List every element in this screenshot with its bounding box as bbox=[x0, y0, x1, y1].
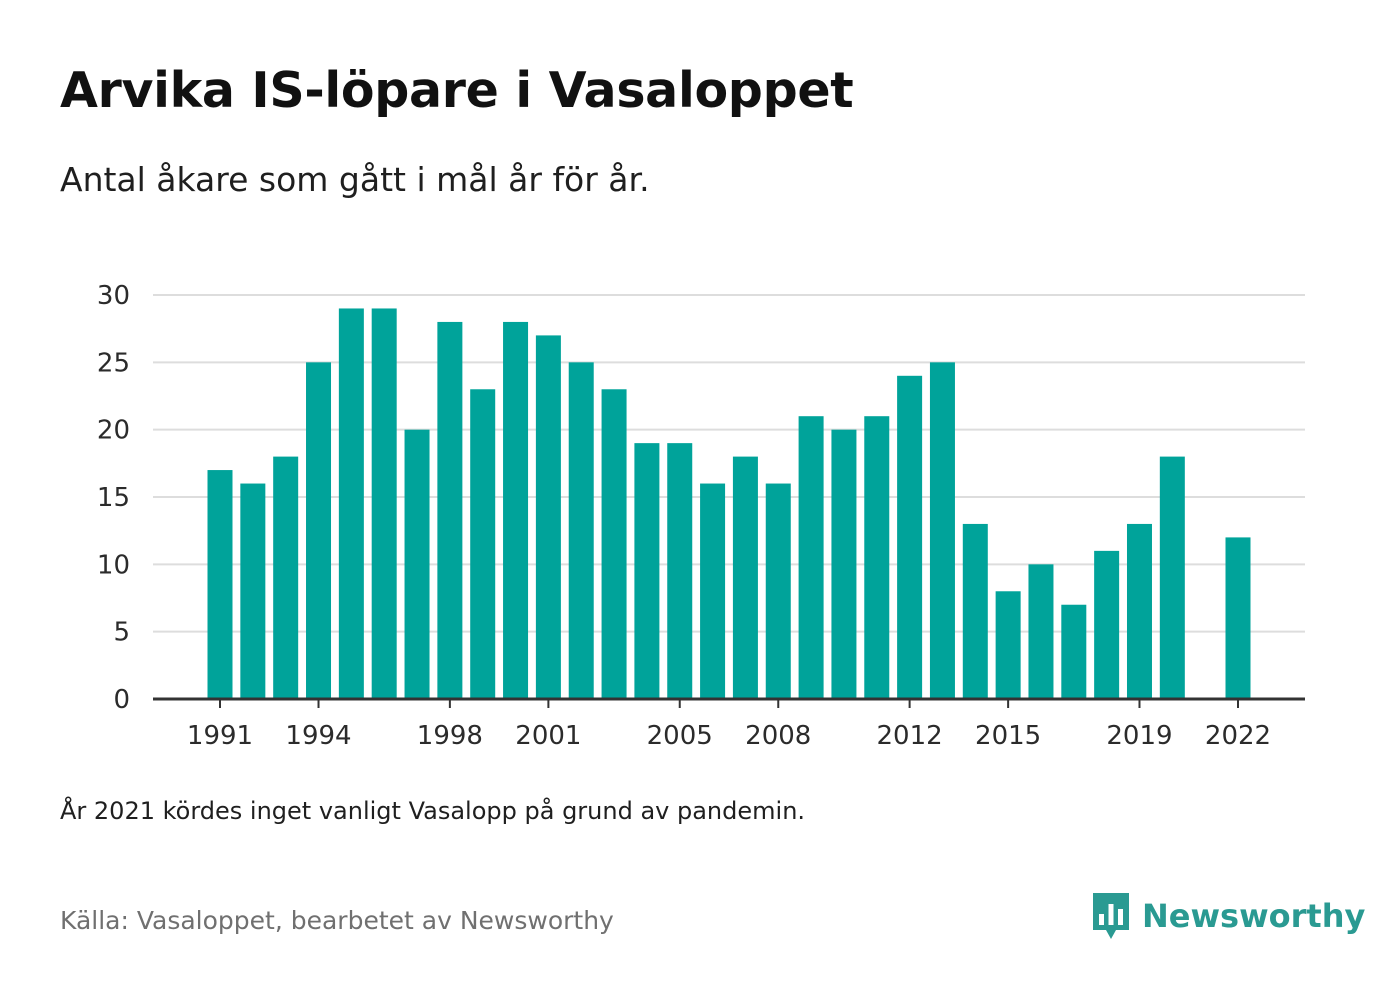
bar-1998 bbox=[437, 321, 463, 699]
y-tick-label: 30 bbox=[97, 281, 130, 311]
chart-note: År 2021 kördes inget vanligt Vasalopp på… bbox=[60, 797, 806, 825]
bar-2013 bbox=[929, 362, 955, 699]
x-tick-label: 2012 bbox=[877, 721, 943, 751]
bar-2015 bbox=[995, 591, 1021, 699]
bar-2010 bbox=[831, 429, 857, 699]
source-text: Källa: Vasaloppet, bearbetet av Newswort… bbox=[60, 906, 614, 935]
y-tick-label: 15 bbox=[97, 483, 130, 513]
chart-subtitle: Antal åkare som gått i mål år för år. bbox=[60, 160, 650, 199]
bar-2022 bbox=[1225, 537, 1251, 699]
bar-2020 bbox=[1159, 456, 1185, 699]
bar-2004 bbox=[634, 443, 660, 699]
bar-2012 bbox=[897, 375, 923, 699]
y-tick-label: 10 bbox=[97, 550, 130, 580]
bar-chart: 0 5 10 15 20 25 30 1991 1994 1998 2001 2005 2008 2012… bbox=[97, 281, 1305, 751]
bar-2018 bbox=[1094, 550, 1120, 699]
y-tick-label: 25 bbox=[97, 348, 130, 378]
bar-1991 bbox=[207, 470, 233, 699]
bar-2009 bbox=[798, 416, 824, 699]
x-tick-label: 2022 bbox=[1205, 721, 1271, 751]
bar-2016 bbox=[1028, 564, 1054, 699]
x-tick-label: 1998 bbox=[417, 721, 483, 751]
x-tick-label: 2015 bbox=[975, 721, 1041, 751]
x-tick-label: 1994 bbox=[285, 721, 351, 751]
x-tick-label: 2019 bbox=[1106, 721, 1172, 751]
bar-2019 bbox=[1126, 523, 1152, 699]
bar-1992 bbox=[240, 483, 266, 699]
bar-2001 bbox=[535, 335, 561, 699]
bar-1993 bbox=[273, 456, 299, 699]
bar-2011 bbox=[864, 416, 890, 699]
brand-name: Newsworthy bbox=[1142, 897, 1366, 935]
y-tick-label: 20 bbox=[97, 416, 130, 446]
x-tick-label: 1991 bbox=[187, 721, 253, 751]
y-tick-label: 0 bbox=[113, 685, 130, 715]
chart-title: Arvika IS-löpare i Vasaloppet bbox=[60, 62, 854, 119]
bar-1994 bbox=[306, 362, 332, 699]
bar-2006 bbox=[700, 483, 726, 699]
x-tick-label: 2005 bbox=[647, 721, 713, 751]
bar-2000 bbox=[503, 321, 529, 699]
newsworthy-logo-icon bbox=[1093, 893, 1129, 939]
bar-1996 bbox=[371, 308, 397, 699]
bar-2005 bbox=[667, 443, 693, 699]
bar-2017 bbox=[1061, 604, 1087, 699]
newsworthy-brand: Newsworthy bbox=[1090, 890, 1365, 942]
bar-2014 bbox=[962, 523, 988, 699]
x-tick-label: 2001 bbox=[515, 721, 581, 751]
bar-1999 bbox=[470, 389, 496, 699]
bar-1995 bbox=[338, 308, 364, 699]
bar-2007 bbox=[732, 456, 758, 699]
bar-1997 bbox=[404, 429, 430, 699]
bar-2003 bbox=[601, 389, 627, 699]
y-tick-label: 5 bbox=[113, 618, 130, 648]
bar-2002 bbox=[568, 362, 594, 699]
bar-2008 bbox=[765, 483, 791, 699]
x-tick-label: 2008 bbox=[745, 721, 811, 751]
